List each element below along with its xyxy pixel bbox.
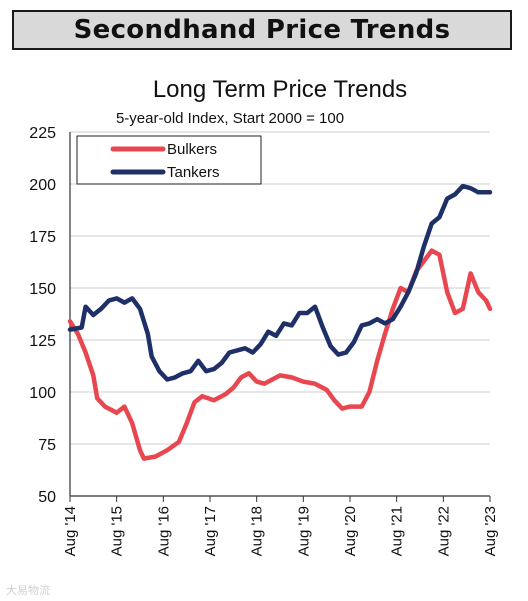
series-line-bulkers bbox=[67, 248, 493, 461]
x-tick-label-1: Aug '15 bbox=[109, 506, 126, 556]
y-tick-label-100: 100 bbox=[29, 385, 56, 402]
watermark-text: 大易物流 bbox=[6, 584, 50, 597]
x-tick-label-8: Aug '22 bbox=[435, 506, 452, 556]
x-tick-label-9: Aug '23 bbox=[482, 506, 499, 556]
y-tick-label-225: 225 bbox=[29, 125, 56, 142]
legend-box bbox=[76, 135, 262, 185]
x-tick-label-6: Aug '20 bbox=[342, 506, 359, 556]
x-tick-label-3: Aug '17 bbox=[202, 506, 219, 556]
axes: 50 75 100 125 150 175 200 225 Aug '14 Aug '15 Aug … bbox=[29, 125, 499, 556]
x-tick-label-0: Aug '14 bbox=[62, 506, 79, 556]
y-tick-label-150: 150 bbox=[29, 281, 56, 298]
y-tick-label-200: 200 bbox=[29, 177, 56, 194]
y-tick-label-175: 175 bbox=[29, 229, 56, 246]
x-tick-label-4: Aug '18 bbox=[249, 506, 266, 556]
legend-label-bulkers: Bulkers bbox=[167, 141, 217, 158]
legend: Bulkers Tankers bbox=[76, 135, 262, 185]
series-line-tankers bbox=[67, 183, 493, 382]
x-tick-label-5: Aug '19 bbox=[295, 506, 312, 556]
x-tick-label-2: Aug '16 bbox=[155, 506, 172, 556]
chart-subtitle: 5-year-old Index, Start 2000 = 100 bbox=[116, 110, 344, 127]
header-banner: Secondhand Price Trends bbox=[12, 10, 512, 50]
series-lines bbox=[67, 183, 493, 461]
y-tick-label-50: 50 bbox=[38, 489, 56, 506]
y-tick-label-75: 75 bbox=[38, 437, 56, 454]
legend-label-tankers: Tankers bbox=[167, 164, 220, 181]
x-tick-label-7: Aug '21 bbox=[389, 506, 406, 556]
page-title: Secondhand Price Trends bbox=[73, 15, 451, 45]
chart-title: Long Term Price Trends bbox=[153, 76, 407, 103]
y-tick-label-125: 125 bbox=[29, 333, 56, 350]
